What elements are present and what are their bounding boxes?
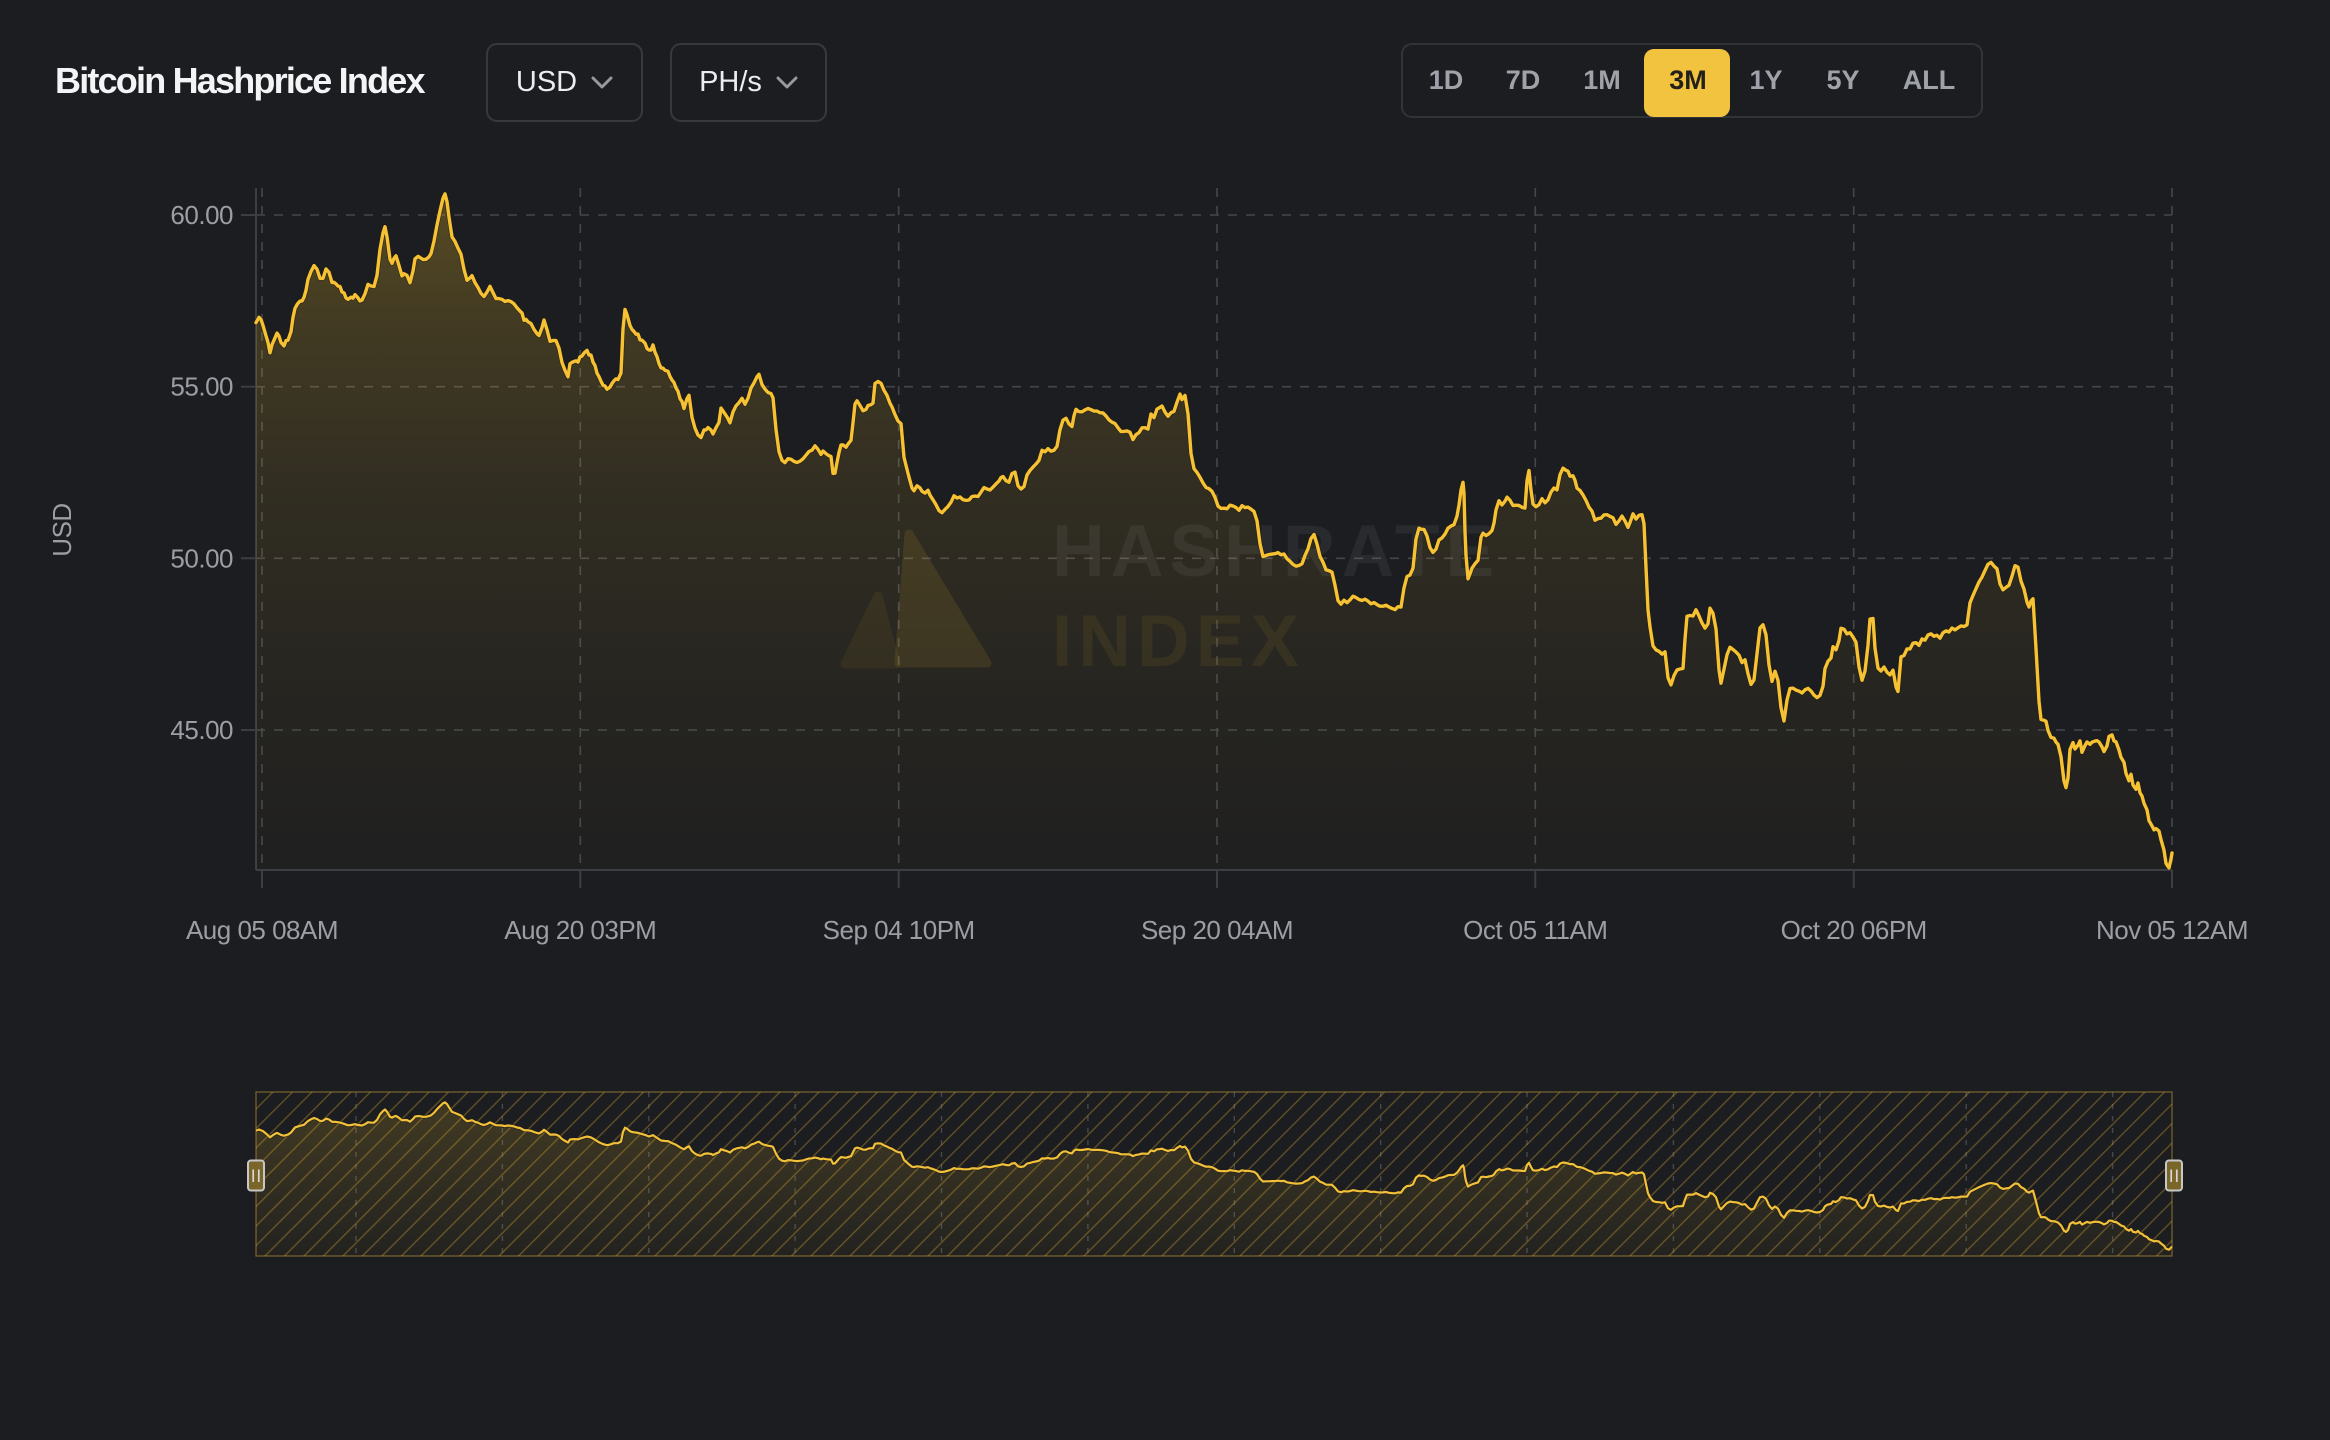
svg-text:Oct 20 06PM: Oct 20 06PM [1781, 915, 1927, 945]
svg-text:Sep 20 04AM: Sep 20 04AM [1141, 915, 1293, 945]
svg-text:INDEX: INDEX [1052, 601, 1305, 682]
svg-text:45.00: 45.00 [170, 715, 233, 745]
svg-text:60.00: 60.00 [170, 200, 233, 230]
svg-text:HASHRATE: HASHRATE [1052, 511, 1500, 592]
svg-text:Oct 05 11AM: Oct 05 11AM [1463, 915, 1607, 945]
svg-text:Aug 20 03PM: Aug 20 03PM [504, 915, 656, 945]
svg-text:USD: USD [47, 503, 77, 556]
svg-text:Sep 04 10PM: Sep 04 10PM [823, 915, 975, 945]
svg-text:50.00: 50.00 [170, 543, 233, 573]
svg-text:Aug 05 08AM: Aug 05 08AM [186, 915, 338, 945]
svg-text:55.00: 55.00 [170, 372, 233, 402]
svg-text:Nov 05 12AM: Nov 05 12AM [2096, 915, 2248, 945]
